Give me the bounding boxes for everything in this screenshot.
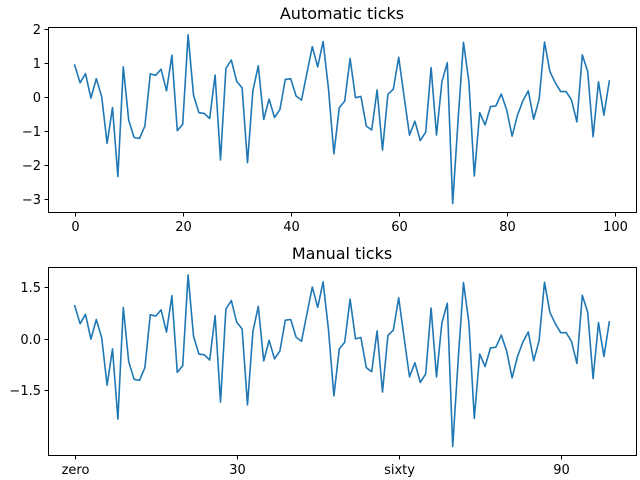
subplot-automatic-ticks: Automatic ticks 0 20 40 60 80 100 2 1 0 −1 −2 −3 [22,4,637,235]
y-tick-label: 2 [33,23,41,38]
axes-frame [48,27,637,213]
y-tick-label: −2 [22,159,41,174]
data-line [73,33,611,205]
x-axis: 0 20 40 60 80 100 [71,212,628,235]
y-tick-label: 1.5 [20,281,41,296]
x-axis: zero 30 sixty 90 [62,455,570,478]
x-tick-label: 80 [499,220,516,235]
subplot-manual-ticks: Manual ticks zero 30 sixty 90 1.5 0.0 −1.5 [9,244,637,478]
y-axis: 1.5 0.0 −1.5 [9,281,49,399]
subplot-title: Manual ticks [292,244,392,263]
y-tick-label: −3 [22,193,41,208]
x-tick-label: 0 [71,220,79,235]
y-axis: 2 1 0 −1 −2 −3 [22,23,49,208]
y-tick-label: −1 [22,125,41,140]
y-tick-label: 0.0 [20,333,41,348]
subplot-title: Automatic ticks [280,4,404,23]
y-tick-label: 1 [33,57,41,72]
y-tick-label: 0 [33,91,41,106]
x-tick-label: zero [62,463,90,478]
x-tick-label: 40 [283,220,300,235]
data-line [73,274,611,448]
y-tick-label: −1.5 [9,384,41,399]
x-tick-label: 90 [553,463,570,478]
x-tick-label: sixty [384,463,415,478]
axes-frame [48,267,637,456]
x-tick-label: 20 [175,220,192,235]
x-tick-label: 60 [391,220,408,235]
x-tick-label: 30 [229,463,246,478]
x-tick-label: 100 [603,220,628,235]
